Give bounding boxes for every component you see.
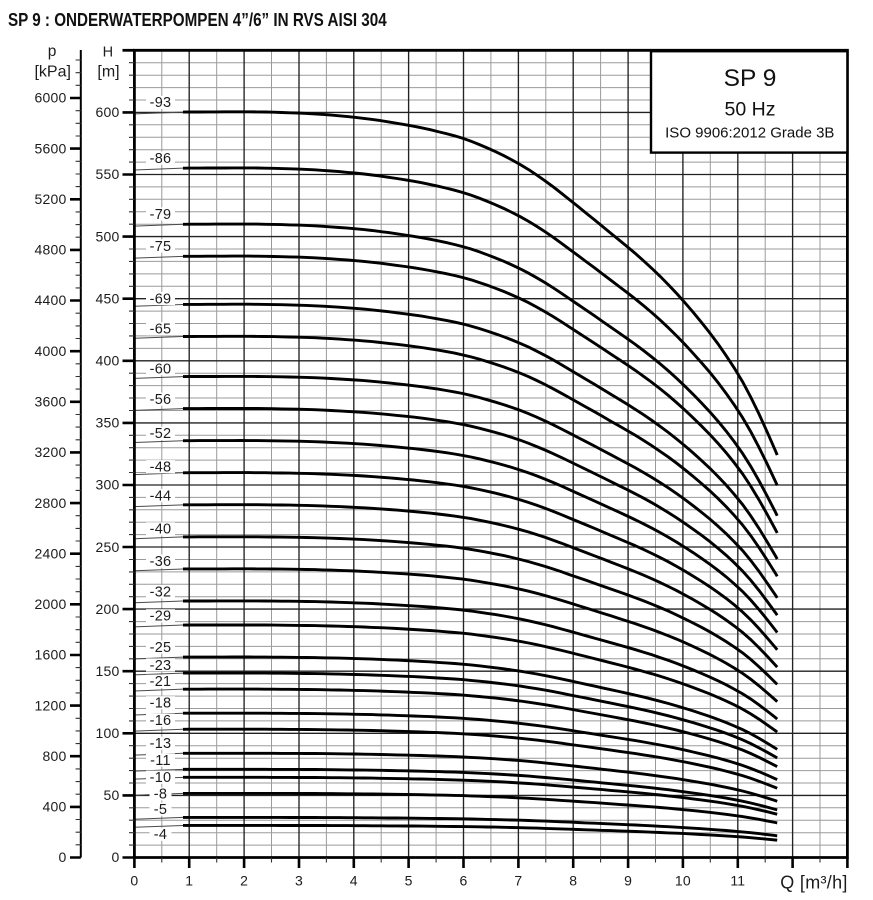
svg-text:-13: -13 (150, 736, 172, 752)
svg-text:350: 350 (96, 415, 120, 431)
svg-text:4400: 4400 (35, 292, 67, 308)
svg-text:5: 5 (405, 872, 413, 888)
svg-text:4: 4 (350, 872, 358, 888)
svg-text:1600: 1600 (35, 647, 67, 663)
svg-text:4000: 4000 (35, 343, 67, 359)
svg-text:-23: -23 (150, 658, 172, 674)
svg-text:1: 1 (185, 872, 193, 888)
svg-text:-32: -32 (150, 585, 172, 601)
svg-text:Q [m³/h]: Q [m³/h] (780, 873, 847, 893)
svg-text:4800: 4800 (35, 242, 67, 258)
svg-text:5600: 5600 (35, 140, 67, 156)
svg-text:H: H (103, 45, 113, 61)
svg-text:150: 150 (96, 663, 120, 679)
svg-text:-79: -79 (150, 207, 172, 223)
svg-text:500: 500 (96, 228, 120, 244)
svg-text:3200: 3200 (35, 444, 67, 460)
svg-text:-40: -40 (150, 522, 172, 538)
svg-text:-48: -48 (150, 460, 172, 476)
svg-text:p: p (48, 43, 57, 60)
svg-text:450: 450 (96, 290, 120, 306)
svg-text:9: 9 (624, 872, 632, 888)
svg-text:-65: -65 (150, 322, 172, 338)
svg-text:400: 400 (43, 799, 67, 815)
svg-text:6: 6 (460, 872, 468, 888)
svg-text:-8: -8 (154, 787, 168, 803)
svg-text:-5: -5 (154, 802, 168, 818)
svg-text:-75: -75 (150, 239, 172, 255)
svg-text:-29: -29 (150, 609, 172, 625)
svg-text:3: 3 (295, 872, 303, 888)
svg-text:100: 100 (96, 725, 120, 741)
svg-text:50: 50 (104, 787, 120, 803)
svg-text:-4: -4 (154, 827, 168, 843)
svg-text:-44: -44 (150, 488, 172, 504)
svg-text:1200: 1200 (35, 697, 67, 713)
svg-text:250: 250 (96, 539, 120, 555)
svg-text:2400: 2400 (35, 545, 67, 561)
svg-text:50 Hz: 50 Hz (725, 99, 776, 121)
svg-text:-60: -60 (150, 361, 172, 377)
svg-text:-16: -16 (150, 713, 172, 729)
svg-text:0: 0 (112, 849, 120, 865)
svg-text:SP 9: SP 9 (724, 65, 777, 92)
svg-text:400: 400 (96, 353, 120, 369)
svg-text:300: 300 (96, 477, 120, 493)
svg-text:[m]: [m] (97, 64, 119, 81)
svg-text:-52: -52 (150, 426, 172, 442)
svg-text:8: 8 (569, 872, 577, 888)
svg-text:-36: -36 (150, 554, 172, 570)
svg-text:-21: -21 (150, 674, 172, 690)
svg-text:800: 800 (43, 748, 67, 764)
svg-text:[kPa]: [kPa] (34, 64, 70, 81)
svg-text:-18: -18 (150, 696, 172, 712)
svg-text:2: 2 (240, 872, 248, 888)
svg-text:11: 11 (730, 872, 745, 888)
svg-text:-10: -10 (150, 770, 172, 786)
svg-text:0: 0 (130, 872, 138, 888)
svg-text:-93: -93 (150, 95, 172, 111)
svg-text:ISO 9906:2012 Grade 3B: ISO 9906:2012 Grade 3B (665, 125, 834, 142)
svg-text:10: 10 (675, 872, 691, 888)
svg-text:0: 0 (59, 849, 67, 865)
svg-text:-69: -69 (150, 291, 172, 307)
svg-text:-11: -11 (150, 753, 171, 769)
svg-text:-25: -25 (150, 640, 172, 656)
svg-text:600: 600 (96, 104, 120, 120)
svg-text:6000: 6000 (35, 90, 67, 106)
svg-text:2800: 2800 (35, 495, 67, 511)
svg-text:3600: 3600 (35, 394, 67, 410)
svg-text:200: 200 (96, 601, 120, 617)
svg-text:7: 7 (514, 872, 522, 888)
svg-text:-56: -56 (150, 392, 172, 408)
svg-text:-86: -86 (150, 151, 172, 167)
svg-text:550: 550 (96, 166, 120, 182)
svg-text:2000: 2000 (35, 596, 67, 612)
svg-text:5200: 5200 (35, 191, 67, 207)
